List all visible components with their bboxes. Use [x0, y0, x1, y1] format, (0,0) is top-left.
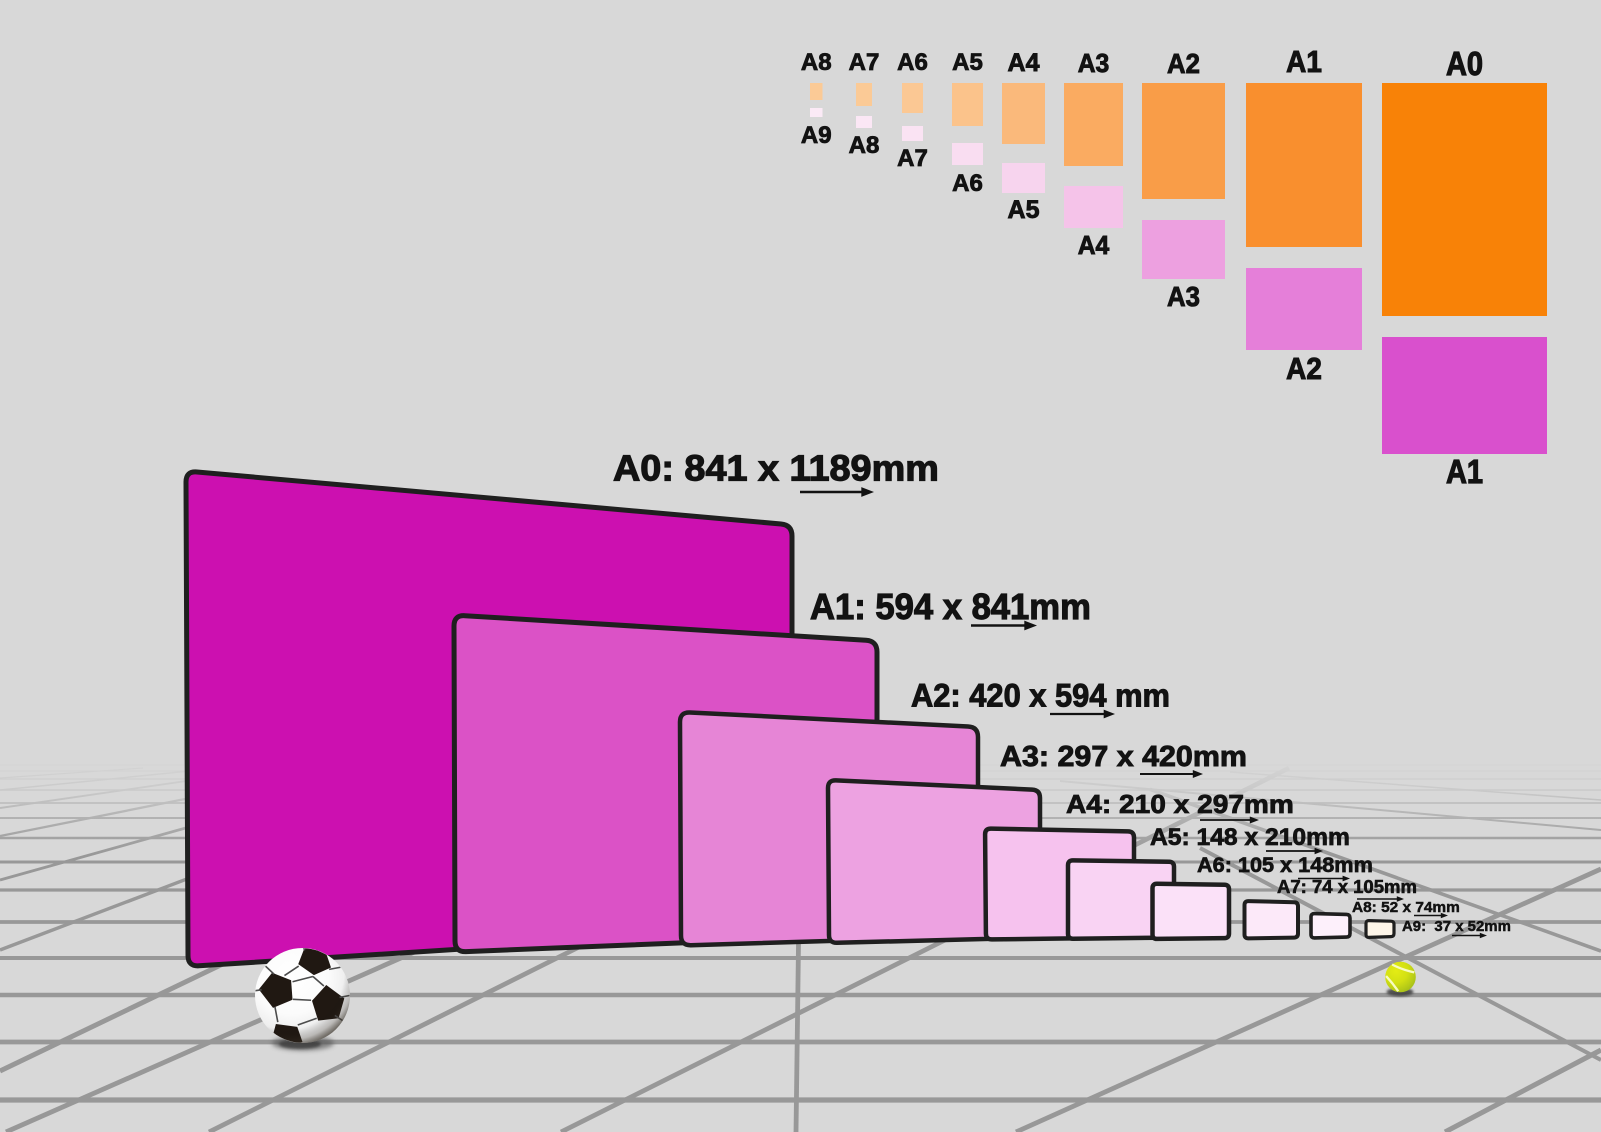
svg-text:A5: A5	[952, 49, 983, 76]
svg-text:A4: A4	[1008, 49, 1040, 77]
svg-text:A4: 210 x 297mm: A4: 210 x 297mm	[1066, 790, 1294, 819]
svg-text:A4: A4	[1078, 231, 1110, 260]
svg-text:A8: A8	[801, 49, 832, 76]
svg-text:A5: 148 x 210mm: A5: 148 x 210mm	[1150, 824, 1350, 851]
svg-text:A6: A6	[952, 170, 983, 197]
svg-text:A5: A5	[1008, 196, 1040, 224]
svg-text:A3: 297 x 420mm: A3: 297 x 420mm	[1000, 741, 1247, 773]
svg-text:A1: A1	[1446, 453, 1483, 490]
svg-text:A6: 105 x 148mm: A6: 105 x 148mm	[1197, 853, 1373, 877]
svg-text:A0: A0	[1446, 45, 1483, 82]
svg-text:A9: A9	[801, 122, 832, 149]
svg-text:A2: A2	[1167, 48, 1200, 79]
svg-text:A9: 37 x 52mm: A9: 37 x 52mm	[1402, 918, 1511, 935]
svg-text:A6: A6	[897, 49, 928, 76]
svg-text:A0: 841 x 1189mm: A0: 841 x 1189mm	[613, 448, 939, 488]
svg-text:A8: 52 x 74mm: A8: 52 x 74mm	[1352, 899, 1460, 916]
svg-text:A3: A3	[1078, 49, 1110, 78]
svg-text:A7: 74 x 105mm: A7: 74 x 105mm	[1277, 876, 1417, 897]
svg-text:A2: A2	[1286, 352, 1322, 387]
svg-text:A7: A7	[897, 145, 928, 172]
svg-text:A3: A3	[1167, 281, 1200, 312]
svg-text:A8: A8	[849, 132, 880, 159]
svg-text:A1: A1	[1286, 45, 1322, 80]
svg-text:A2: 420 x 594 mm: A2: 420 x 594 mm	[911, 678, 1170, 714]
svg-text:A7: A7	[849, 49, 880, 76]
svg-text:A1: 594 x 841mm: A1: 594 x 841mm	[810, 587, 1091, 627]
